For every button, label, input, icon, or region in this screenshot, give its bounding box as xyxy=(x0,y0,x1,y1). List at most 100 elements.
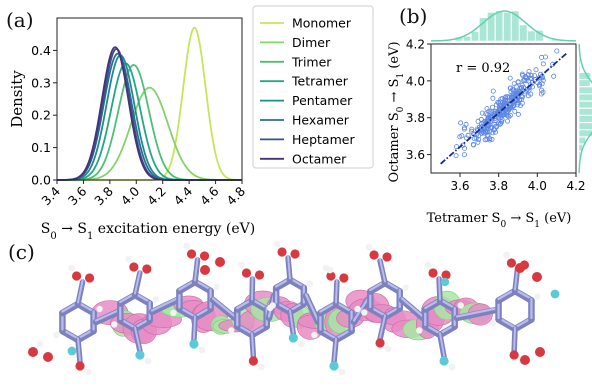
oxygen-atom xyxy=(441,270,451,280)
marginal-bar xyxy=(578,129,592,137)
bond-highlight xyxy=(77,279,84,304)
scatter-point xyxy=(551,73,557,79)
bond-highlight xyxy=(335,279,338,304)
hydrogen-atom xyxy=(424,261,432,269)
hydrogen-atom xyxy=(257,363,265,371)
marginal-bar xyxy=(479,17,488,42)
scatter-point xyxy=(523,78,529,84)
hydrogen-atom xyxy=(306,280,314,288)
hydrogen-atom xyxy=(84,368,92,376)
oxygen-atom xyxy=(215,257,225,267)
scatter-point xyxy=(506,107,512,113)
scatter-point xyxy=(492,108,498,114)
oxygen-atom xyxy=(84,273,95,283)
bond xyxy=(398,296,427,322)
scatter-point xyxy=(527,75,533,81)
bond-highlight xyxy=(333,337,337,362)
hydrogen-atom xyxy=(489,320,496,327)
hydrogen-atom xyxy=(198,346,206,354)
bond-highlight xyxy=(251,332,255,357)
bond-highlight xyxy=(77,337,81,362)
y-tick-label: 0.3 xyxy=(31,75,51,90)
bond-highlight xyxy=(304,293,320,322)
fit-line xyxy=(440,52,567,165)
scatter-point xyxy=(540,89,546,95)
bond-highlight xyxy=(211,297,237,318)
nitrogen-atom xyxy=(67,346,77,356)
bond-highlight xyxy=(192,315,196,340)
oxygen-atom xyxy=(339,273,349,283)
marginal-bar xyxy=(578,86,592,94)
y-tick-label: 0.2 xyxy=(31,108,51,123)
bond-highlight xyxy=(455,307,498,318)
correlation-annotation: r = 0.92 xyxy=(456,61,510,76)
scatter-point xyxy=(499,117,505,123)
x-tick-label: 3.6 xyxy=(65,183,90,208)
scatter-point xyxy=(503,94,509,100)
scatter-point xyxy=(532,73,538,79)
oxygen-atom xyxy=(375,338,385,348)
scatter-x-axis-label: Tetramer S0 → S1 (eV) xyxy=(427,211,572,230)
oxygen-atom xyxy=(142,264,152,274)
hydrogen-atom xyxy=(416,327,423,334)
density-curve-monomer xyxy=(57,26,243,181)
scatter-point xyxy=(490,95,496,101)
scatter-point xyxy=(510,87,516,93)
scatter-point xyxy=(475,139,481,145)
scatter-point xyxy=(471,136,477,142)
x-tick-label: 4.2 xyxy=(144,184,169,209)
oxygen-atom xyxy=(200,265,210,275)
hydrogen-atom xyxy=(384,345,392,353)
hydrogen-atom xyxy=(448,363,456,371)
marginal-bar xyxy=(578,122,592,130)
scatter-point xyxy=(509,94,515,100)
scatter-point xyxy=(461,152,467,158)
hydrogen-atom xyxy=(183,242,190,250)
legend-item-octamer: Octamer xyxy=(292,151,347,166)
scatter-point xyxy=(495,99,501,105)
bond-highlight xyxy=(379,258,386,283)
oxygen-atom xyxy=(254,270,265,280)
scatter-point xyxy=(490,88,496,94)
nitrogen-atom xyxy=(439,356,449,366)
scatter-point xyxy=(501,111,507,117)
marginal-bar xyxy=(578,136,586,145)
legend-item-trimer: Trimer xyxy=(291,54,332,69)
scatter-point xyxy=(515,111,521,117)
scatter-point xyxy=(525,93,531,99)
density-x-axis-label: S0 → S1 excitation energy (eV) xyxy=(41,221,255,242)
hydrogen-atom xyxy=(96,305,103,313)
panel-label-a: (a) xyxy=(6,8,34,32)
bond-highlight xyxy=(379,314,386,339)
oxygen-atom xyxy=(290,249,300,259)
bond-highlight xyxy=(134,326,141,351)
marginal-bar xyxy=(578,58,581,66)
hydrogen-atom xyxy=(152,296,159,303)
hydrogen-atom xyxy=(534,293,541,300)
y-tick-label: 0.0 xyxy=(31,173,51,188)
panel-label-c: (c) xyxy=(8,240,35,264)
scatter-point xyxy=(457,134,463,140)
oxygen-atom xyxy=(129,262,139,272)
oxygen-atom xyxy=(241,268,252,278)
bond-highlight xyxy=(400,297,425,318)
molecule-atoms xyxy=(28,240,560,376)
bond-highlight xyxy=(194,257,199,282)
scatter-point xyxy=(502,97,508,103)
scatter-point xyxy=(469,128,475,134)
molecule-bonds xyxy=(59,255,535,365)
scatter-point xyxy=(499,119,505,125)
oxygen-atom xyxy=(71,271,82,281)
oxygen-atom xyxy=(535,347,545,357)
scatter-point xyxy=(461,126,467,132)
oxygen-atom xyxy=(506,258,517,268)
scatter-point xyxy=(519,100,525,106)
nitrogen-atom xyxy=(189,339,199,349)
bond-highlight xyxy=(289,309,295,334)
hydrogen-atom xyxy=(354,305,361,313)
scatter-point xyxy=(536,83,542,89)
legend-item-pentamer: Pentamer xyxy=(292,93,353,108)
x-tick-label: 4.4 xyxy=(171,183,196,208)
hydrogen-atom xyxy=(457,302,464,309)
density-y-axis-label: Density xyxy=(8,70,26,128)
